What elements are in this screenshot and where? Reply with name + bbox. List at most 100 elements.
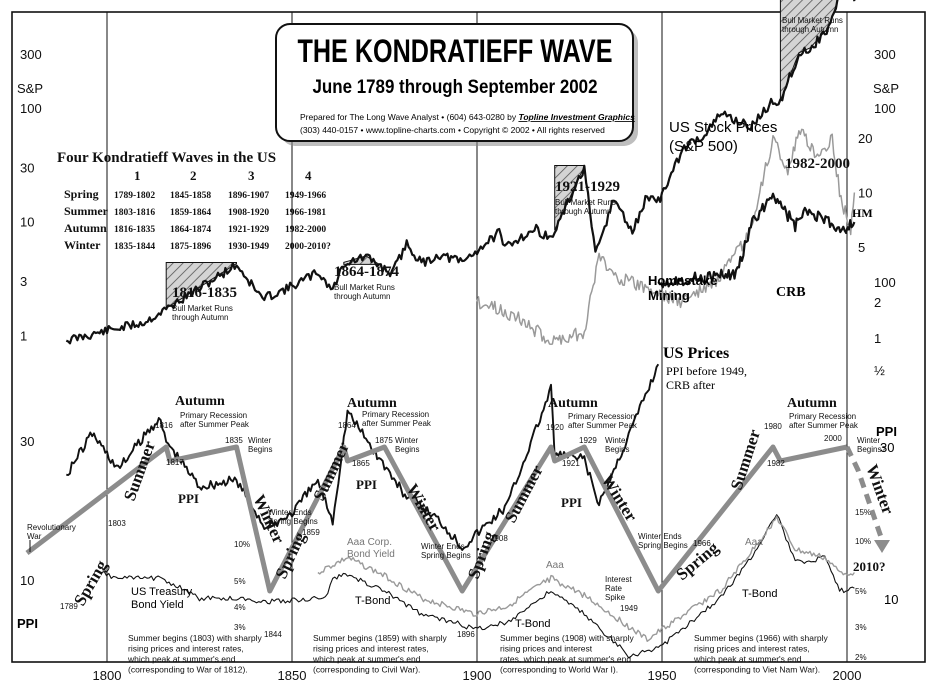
- label-us-stock-line-1: US Stock Prices: [669, 119, 777, 136]
- series-line-5: [99, 514, 855, 659]
- right-yield-tick-5pct: 5%: [855, 587, 867, 596]
- credit-line-1a: Prepared for The Long Wave Analyst • (60…: [300, 112, 517, 122]
- season-label-11: Summer: [727, 427, 764, 493]
- x-tick-1850: 1850: [278, 668, 307, 683]
- summer-note-3-line-1: Summer begins (1908) with sharply: [500, 633, 634, 643]
- label-winter-ends-1-line-1: Winter Ends: [268, 508, 312, 517]
- right-hm-tick-20: 20: [858, 131, 872, 146]
- summer-note-2-line-1: Summer begins (1859) with sharply: [313, 633, 447, 643]
- year-label-1789: 1789: [60, 602, 78, 611]
- series-line-1: [65, 0, 856, 345]
- waves-table-season-spring: Spring: [64, 187, 99, 201]
- label-us-prices-sub-line-1: PPI before 1949,: [666, 364, 747, 378]
- bull-note-3-line-2: through Autumn: [555, 207, 611, 216]
- right-axis: S&P 1000 300 100 HM 20 10 5 100 2 1 ½ PPI 30 15…: [852, 0, 903, 662]
- waves-table-cell: 1816-1835: [114, 225, 155, 235]
- credit-line-1: Prepared for The Long Wave Analyst • (60…: [300, 112, 635, 122]
- right-yield-tick-10pct: 10%: [855, 537, 871, 546]
- summer-note-1-line-2: rising prices and interest rates,: [128, 644, 244, 654]
- bull-note-1-line-2: through Autumn: [172, 313, 228, 322]
- season-label-5: Summer: [309, 439, 353, 504]
- waves-table-cell: 1803-1816: [114, 208, 155, 218]
- label-autumn-2: Autumn: [347, 396, 397, 411]
- summer-note-2-line-2: rising prices and interest rates,: [313, 644, 429, 654]
- waves-table-cell: 1921-1929: [228, 225, 269, 235]
- inner-yield-tick-5pct: 5%: [234, 577, 246, 586]
- credit-line-2: (303) 440-0157 • www.topline-charts.com …: [300, 125, 605, 135]
- year-label-1921: 1921: [562, 459, 580, 468]
- waves-table-cell: 1949-1966: [285, 191, 326, 201]
- left-sp-label: S&P: [17, 81, 43, 96]
- year-label-1966: 1966: [693, 539, 711, 548]
- summer-note-2-line-3: which peak at summer's end: [312, 654, 421, 664]
- year-label-1875: 1875: [375, 436, 393, 445]
- summer-note-4-line-4: (corresponding to Viet Nam War).: [694, 665, 820, 675]
- summer-note-4-line-3: which peak at summer's end: [693, 654, 802, 664]
- label-primary-recession-2-line-1: Primary Recession: [362, 410, 429, 419]
- bull-note-1-line-1: Bull Market Runs: [172, 304, 233, 313]
- left-ppi-tick-10: 10: [20, 573, 34, 588]
- chart-subtitle: June 1789 through September 2002: [313, 77, 598, 98]
- right-sp-tick-100: 100: [874, 101, 896, 116]
- bull-period-3: 1921-1929: [555, 179, 620, 195]
- label-primary-recession-4-line-2: after Summer Peak: [789, 421, 859, 430]
- bull-period-2: 1864-1874: [334, 264, 399, 280]
- series-line-2: [476, 128, 856, 346]
- label-treasury-line-1: US Treasury: [131, 586, 193, 598]
- summer-note-3-line-2: rising prices and interest: [500, 644, 593, 654]
- label-homestake-line-1: Homestake: [648, 273, 717, 288]
- summer-note-1-line-4: (corresponding to War of 1812).: [128, 665, 248, 675]
- label-revolutionary-line-2: War: [27, 532, 42, 541]
- label-us-stock-line-2: (S&P 500): [669, 138, 738, 155]
- label-primary-recession-1-line-2: after Summer Peak: [180, 420, 250, 429]
- label-tbond-2: T-Bond: [515, 618, 550, 630]
- waves-table: Four Kondratieff Waves in the US 1 2 3 4 Spr…: [57, 150, 331, 252]
- year-label-1803: 1803: [108, 519, 126, 528]
- right-ppi-tick-10: 10: [884, 592, 898, 607]
- year-label-2000: 2000: [824, 434, 842, 443]
- bull-note-4-line-1: Bull Market Runs: [782, 16, 843, 25]
- waves-table-season-winter: Winter: [64, 238, 101, 252]
- left-sp-tick-1000: 1000: [20, 0, 49, 2]
- year-label-1908: 1908: [490, 534, 508, 543]
- label-interest-spike-line-3: Spike: [605, 593, 626, 602]
- label-winter-begins-2-line-2: Begins: [395, 445, 419, 454]
- left-sp-tick-30: 30: [20, 160, 34, 175]
- x-axis: 1800 1850 1900 1950 2000: [93, 668, 862, 683]
- wave-arrowhead: [874, 540, 890, 553]
- right-sp-tick-1000: 1000: [874, 0, 903, 2]
- right-ppi-tick-30: 30: [880, 440, 894, 455]
- label-autumn-3: Autumn: [548, 396, 598, 411]
- label-winter-begins-1-line-1: Winter: [248, 436, 271, 445]
- waves-table-cell: 1930-1949: [228, 242, 269, 252]
- label-winter-begins-1-line-2: Begins: [248, 445, 272, 454]
- label-aaa-2: Aaa: [745, 537, 763, 548]
- waves-table-header-2: 2: [190, 168, 197, 183]
- label-us-prices-sub-line-2: CRB after: [666, 378, 715, 392]
- series-layer: [65, 0, 856, 659]
- left-ppi-label: PPI: [17, 616, 38, 631]
- x-tick-2000: 2000: [833, 668, 862, 683]
- label-aaa-corp-line-1: Aaa Corp.: [347, 537, 392, 548]
- x-tick-1900: 1900: [463, 668, 492, 683]
- right-sp-label: S&P: [873, 81, 899, 96]
- left-sp-tick-100: 100: [20, 101, 42, 116]
- summer-note-1-line-1: Summer begins (1803) with sharply: [128, 633, 262, 643]
- right-crb-tick-1: 1: [874, 331, 881, 346]
- right-hm-tick-5: 5: [858, 240, 865, 255]
- year-label-1929: 1929: [579, 436, 597, 445]
- label-aaa-1: Aaa: [546, 560, 564, 571]
- year-label-1980: 1980: [764, 422, 782, 431]
- left-sp-tick-300: 300: [20, 47, 42, 62]
- kondratieff-wave-projection: [844, 445, 885, 541]
- x-tick-1800: 1800: [93, 668, 122, 683]
- right-crb-tick-2: 2: [874, 295, 881, 310]
- label-ppi-3: PPI: [561, 495, 582, 510]
- bull-note-2-line-2: through Autumn: [334, 292, 390, 301]
- season-label-6: Winter: [403, 481, 445, 536]
- label-interest-spike-line-2: Rate: [605, 584, 622, 593]
- left-axis: S&P 1000 300 100 30 10 3 1 30 10 PPI: [17, 0, 49, 631]
- waves-table-header-4: 4: [305, 168, 312, 183]
- season-label-8: Summer: [501, 462, 547, 526]
